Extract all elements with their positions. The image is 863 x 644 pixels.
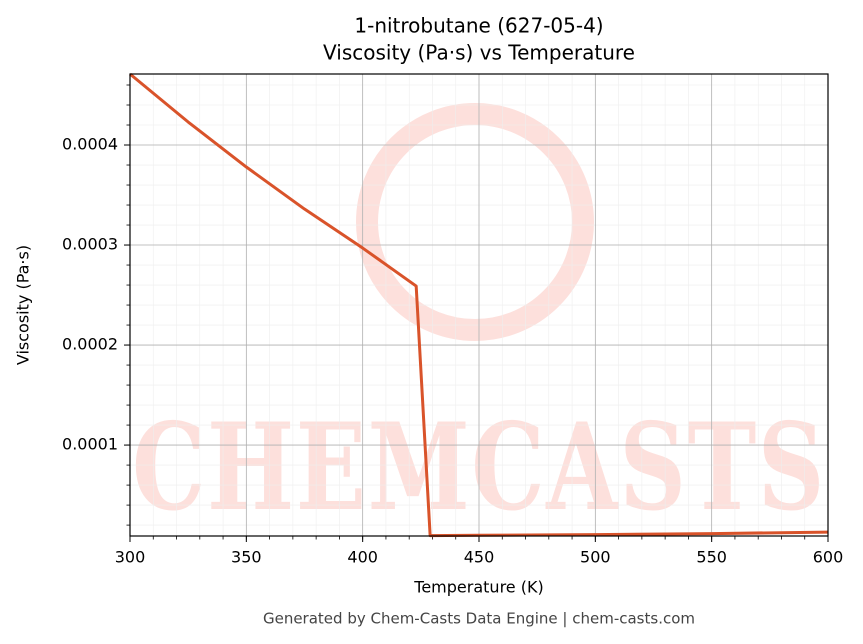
x-tick-label: 450 (464, 548, 495, 567)
data-line (129, 72, 829, 538)
footer: Generated by Chem-Casts Data Engine | ch… (263, 610, 695, 628)
chart-subtitle: Viscosity (Pa·s) vs Temperature (323, 41, 635, 65)
x-tick-label: 550 (696, 548, 727, 567)
x-tick-label: 500 (580, 548, 611, 567)
x-tick-label: 600 (813, 548, 844, 567)
chart-title: 1-nitrobutane (627-05-4) (354, 14, 603, 38)
y-tick-label: 0.0001 (62, 435, 118, 454)
y-tick-label: 0.0003 (62, 235, 118, 254)
y-axis-label: Viscosity (Pa·s) (14, 245, 33, 365)
watermark-logo (356, 103, 594, 341)
x-tick-label: 400 (347, 548, 378, 567)
y-tick-label: 0.0002 (62, 335, 118, 354)
x-axis-label: Temperature (K) (413, 578, 543, 597)
plot-frame (129, 73, 829, 537)
y-tick-label: 0.0004 (62, 135, 118, 154)
x-tick-label: 300 (115, 548, 146, 567)
watermark: CHEMCASTS (132, 397, 826, 538)
x-tick-label: 350 (231, 548, 262, 567)
